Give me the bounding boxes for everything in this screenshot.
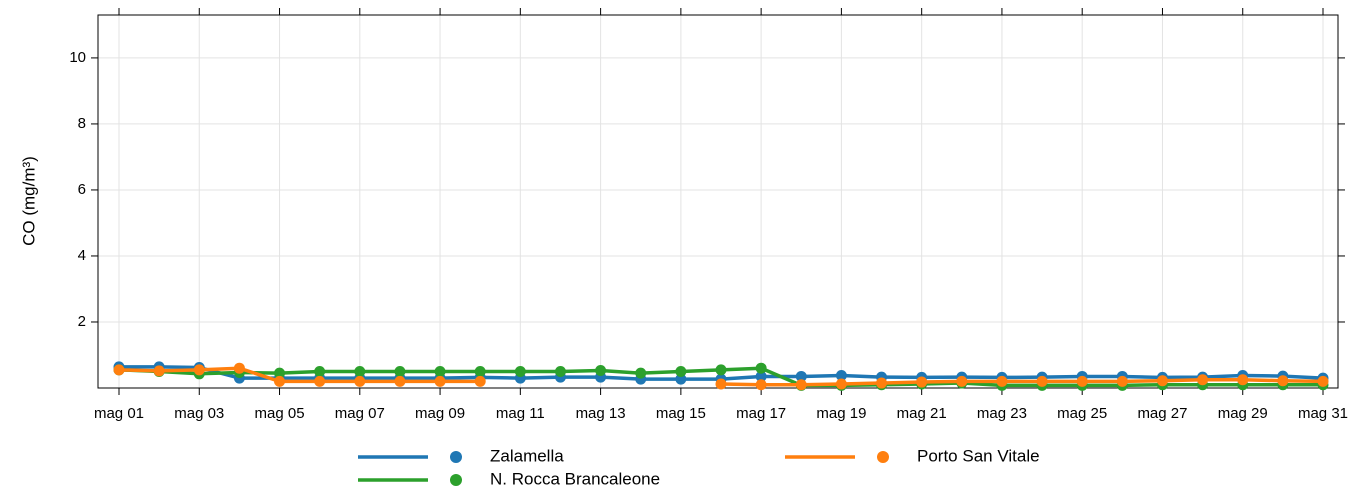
series-point (715, 364, 727, 376)
legend-dot (450, 451, 462, 463)
series-point (113, 364, 125, 376)
legend-label: N. Rocca Brancaleone (490, 469, 660, 488)
x-tick-label: mag 05 (255, 405, 305, 422)
legend-dot (877, 451, 889, 463)
series-point (835, 378, 847, 390)
y-tick-label: 4 (78, 247, 86, 264)
series-point (314, 375, 326, 387)
y-tick-label: 2 (78, 313, 86, 330)
x-tick-label: mag 03 (174, 405, 224, 422)
x-tick-label: mag 13 (576, 405, 626, 422)
series-point (1116, 375, 1128, 387)
x-tick-label: mag 17 (736, 405, 786, 422)
plot-border (97, 14, 1339, 389)
series-point (394, 365, 406, 377)
x-tick-label: mag 29 (1218, 405, 1268, 422)
series-point (274, 375, 286, 387)
series-point (876, 377, 888, 389)
y-axis-label: CO (mg/m³) (19, 156, 38, 246)
series-point (314, 365, 326, 377)
series-point (916, 376, 928, 388)
x-tick-label: mag 01 (94, 405, 144, 422)
series-point (795, 379, 807, 391)
series-point (1237, 374, 1249, 386)
series-point (755, 379, 767, 391)
series-point (835, 369, 847, 381)
x-tick-label: mag 09 (415, 405, 465, 422)
series-point (474, 365, 486, 377)
series-point (153, 365, 165, 377)
x-tick-label: mag 15 (656, 405, 706, 422)
series-line (118, 366, 1324, 387)
series-point (354, 375, 366, 387)
series-point (394, 375, 406, 387)
series-point (434, 365, 446, 377)
x-tick-label: mag 23 (977, 405, 1027, 422)
series-point (274, 367, 286, 379)
y-tick-label: 8 (78, 115, 86, 132)
series-point (193, 364, 205, 376)
series-point (795, 370, 807, 382)
series-point (233, 362, 245, 374)
x-tick-label: mag 25 (1057, 405, 1107, 422)
series-point (434, 375, 446, 387)
x-tick-label: mag 19 (816, 405, 866, 422)
series-point (514, 365, 526, 377)
series-point (1277, 375, 1289, 387)
x-tick-label: mag 27 (1137, 405, 1187, 422)
series-point (675, 373, 687, 385)
x-tick-label: mag 07 (335, 405, 385, 422)
y-tick-label: 6 (78, 181, 86, 198)
x-tick-label: mag 21 (897, 405, 947, 422)
series-point (996, 375, 1008, 387)
series-point (1317, 375, 1329, 387)
series-point (554, 365, 566, 377)
series-point (595, 365, 607, 377)
series-point (675, 365, 687, 377)
series-point (1156, 375, 1168, 387)
legend-dot (450, 474, 462, 486)
series-point (635, 367, 647, 379)
series-point (755, 370, 767, 382)
series-point (956, 375, 968, 387)
series-point (755, 362, 767, 374)
series-point (1036, 375, 1048, 387)
series-point (474, 375, 486, 387)
series-point (354, 365, 366, 377)
legend-label: Zalamella (490, 446, 564, 465)
series-point (1197, 374, 1209, 386)
series-point (1076, 375, 1088, 387)
legend-label: Porto San Vitale (917, 446, 1040, 465)
x-tick-label: mag 31 (1298, 405, 1348, 422)
x-tick-label: mag 11 (496, 405, 545, 422)
y-tick-label: 10 (69, 49, 86, 66)
series-point (715, 378, 727, 390)
